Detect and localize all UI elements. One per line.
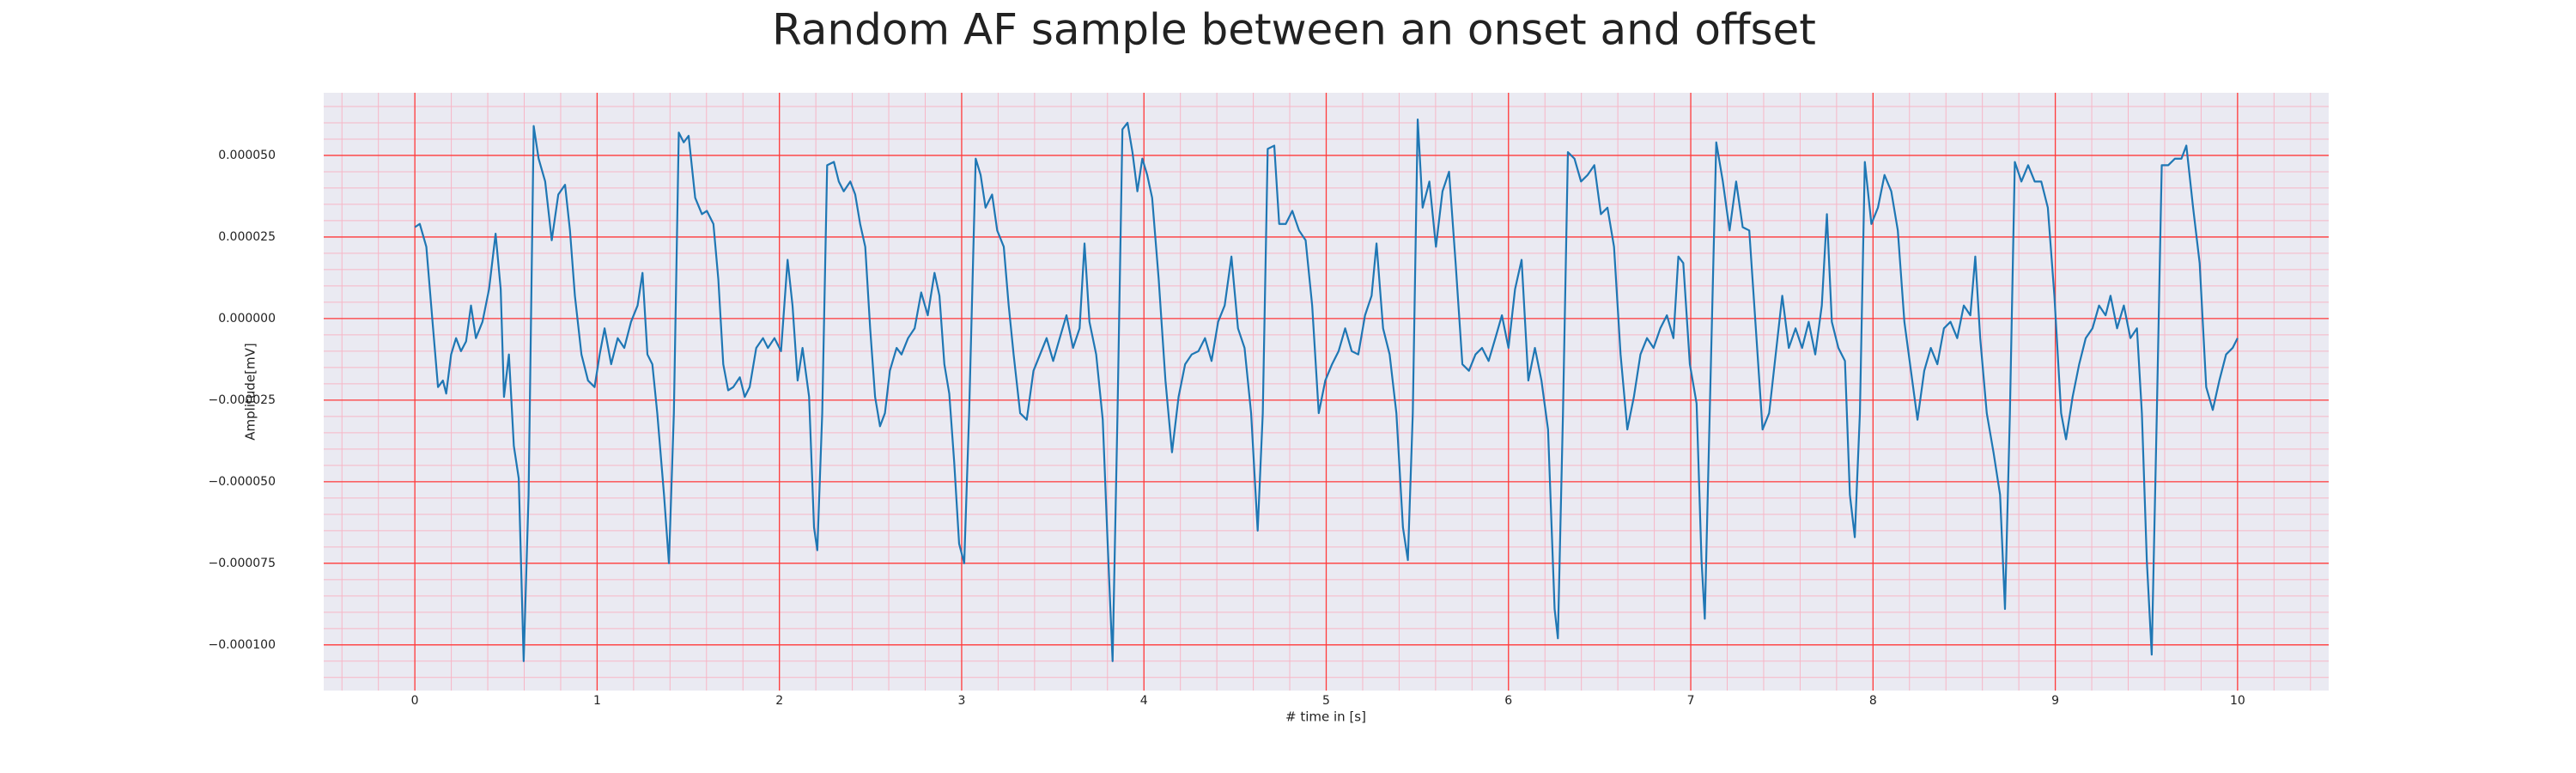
- x-tick-label: 7: [1687, 694, 1695, 708]
- y-tick-label: −0.000025: [208, 393, 276, 407]
- y-tick-label: 0.000000: [218, 312, 276, 326]
- x-axis-label: # time in [s]: [1285, 709, 1366, 725]
- x-tick-label: 9: [2051, 694, 2059, 708]
- y-tick-label: −0.000050: [208, 475, 276, 489]
- chart-title: Random AF sample between an onset and of…: [772, 5, 1816, 55]
- x-tick-label: 6: [1504, 694, 1512, 708]
- x-tick-label: 4: [1140, 694, 1148, 708]
- x-tick-label: 1: [593, 694, 601, 708]
- x-tick-label: 5: [1322, 694, 1330, 708]
- y-tick-label: 0.000025: [218, 230, 276, 244]
- signal-line: [414, 119, 2239, 662]
- y-tick-label: 0.000050: [218, 149, 276, 162]
- y-tick-label: −0.000100: [208, 638, 276, 652]
- x-tick-label: 10: [2230, 694, 2245, 708]
- x-tick-label: 8: [1869, 694, 1877, 708]
- x-tick-label: 0: [411, 694, 419, 708]
- y-axis-label: Amplitude[mV]: [243, 343, 258, 440]
- x-tick-label: 3: [957, 694, 965, 708]
- y-tick-label: −0.000075: [208, 557, 276, 570]
- x-tick-label: 2: [775, 694, 783, 708]
